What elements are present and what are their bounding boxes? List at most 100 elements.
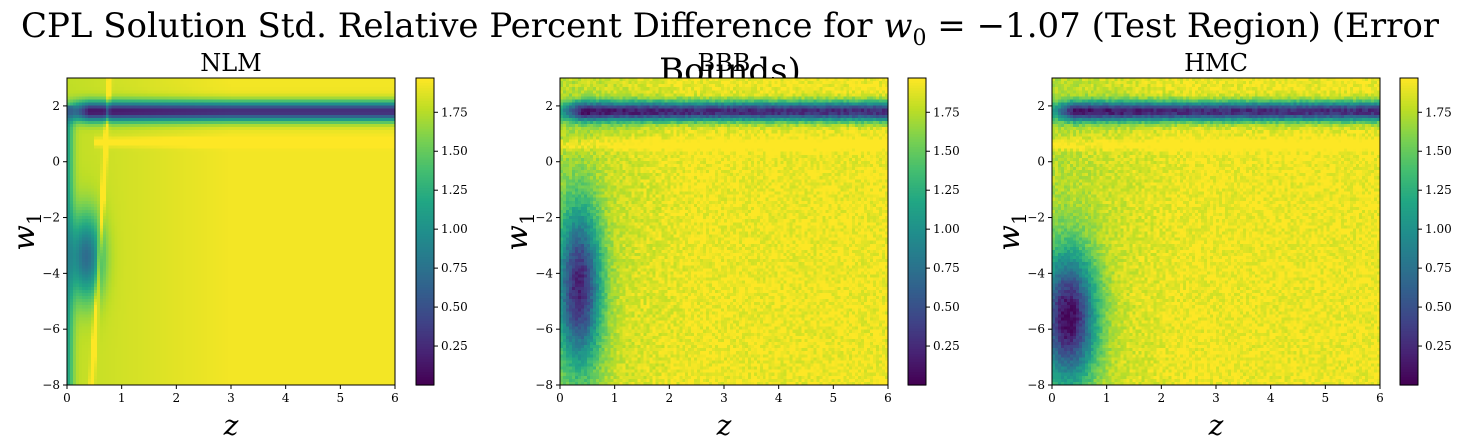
colorbar-segment [908,379,926,384]
panel-title: HMC [1184,49,1248,77]
colorbar-segment [908,193,926,197]
figure-title-param-sub: 0 [912,25,927,51]
figure-title-prefix: CPL Solution Std. Relative Percent Diffe… [20,6,873,46]
colorbar-tick-label: 0.75 [1425,261,1452,275]
x-tick-label: 6 [1376,391,1384,405]
colorbar-segment [908,280,926,284]
colorbar-segment [416,144,434,148]
colorbar-segment [416,269,434,274]
colorbar-segment [416,251,434,256]
colorbar-segment [416,323,434,327]
colorbar-segment [908,121,926,125]
colorbar-segment [1400,152,1418,156]
colorbar-segment [908,78,926,82]
panel-title: NLM [200,49,262,77]
colorbar-segment [1400,205,1418,210]
colorbar-segment [1400,382,1418,386]
colorbar-segment [1400,356,1418,361]
colorbar-tick-label: 1.00 [933,222,960,236]
colorbar-segment [416,344,434,348]
y-tick-label: 2 [545,99,553,113]
colorbar-segment [416,101,434,105]
colorbar-segment [1400,354,1418,358]
colorbar-segment [908,310,926,314]
colorbar-segment [416,287,434,291]
colorbar-segment [416,113,434,117]
x-tick-label: 5 [1322,391,1330,405]
colorbar-segment [1400,372,1418,376]
colorbar-segment [416,170,434,174]
colorbar-segment [416,167,434,171]
colorbar-tick-label: 1.00 [441,222,468,236]
colorbar-segment [908,83,926,87]
colorbar-segment [908,282,926,286]
colorbar-segment [416,326,434,330]
colorbar-segment [416,152,434,156]
colorbar-segment [416,298,434,302]
colorbar-segment [416,180,434,184]
colorbar-segment [1400,287,1418,291]
colorbar-segment [416,379,434,384]
colorbar-segment [1400,164,1418,169]
colorbar-segment [908,177,926,181]
colorbar-segment [908,287,926,291]
colorbar-segment [416,262,434,266]
colorbar-segment [908,305,926,309]
colorbar-segment [1400,251,1418,256]
colorbar-segment [1400,290,1418,294]
colorbar-segment [1400,374,1418,378]
y-axis-label: w1 [500,212,539,250]
colorbar-segment [1400,234,1418,238]
colorbar-segment [1400,131,1418,135]
panel-bbb: BBB 0 1 2 3 4 5 6 −8 −6 −4 −2 0 2 z w1 0.25 0.50 0.75 1.00 1… [500,49,960,442]
colorbar-tick-label: 0.75 [441,261,468,275]
colorbar-segment [416,272,434,276]
colorbar-segment [908,136,926,140]
colorbar-segment [908,257,926,261]
y-tick-label: 0 [52,155,60,169]
colorbar-segment [1400,167,1418,171]
colorbar-segment [416,124,434,128]
colorbar-segment [1400,226,1418,230]
y-tick-label: 0 [1037,155,1045,169]
colorbar-segment [908,213,926,217]
colorbar-segment [908,364,926,368]
colorbar-segment [1400,272,1418,276]
colorbar-segment [908,113,926,117]
colorbar-segment [1400,369,1418,373]
colorbar-segment [908,175,926,179]
colorbar-segment [416,213,434,217]
colorbar-tick-label: 1.25 [1425,183,1452,197]
colorbar-segment [416,159,434,164]
y-tick-label: 0 [545,155,553,169]
colorbar-segment [416,193,434,197]
colorbar-segment [908,351,926,355]
colorbar-segment [416,303,434,307]
colorbar-segment [1400,246,1418,251]
colorbar-segment [908,106,926,110]
colorbar-segment [908,141,926,146]
colorbar-segment [908,118,926,123]
colorbar-segment [908,185,926,189]
colorbar-segment [1400,364,1418,368]
colorbar-segment [1400,136,1418,140]
colorbar-segment [1400,269,1418,274]
colorbar-segment [416,139,434,143]
colorbar-segment [416,338,434,343]
colorbar-segment [908,167,926,171]
x-tick-label: 3 [720,391,728,405]
colorbar-segment [1400,351,1418,355]
y-tick-label: −2 [1027,211,1045,225]
colorbar-segment [908,139,926,143]
colorbar-segment [908,216,926,220]
y-tick-label: 2 [52,99,60,113]
colorbar-segment [416,190,434,194]
x-tick-label: 0 [63,391,71,405]
colorbar-segment [416,121,434,125]
colorbar-segment [908,367,926,371]
colorbar-segment [1400,170,1418,174]
colorbar-segment [1400,313,1418,317]
colorbar-segment [1400,292,1418,297]
colorbar-segment [908,152,926,156]
colorbar-segment [416,211,434,215]
